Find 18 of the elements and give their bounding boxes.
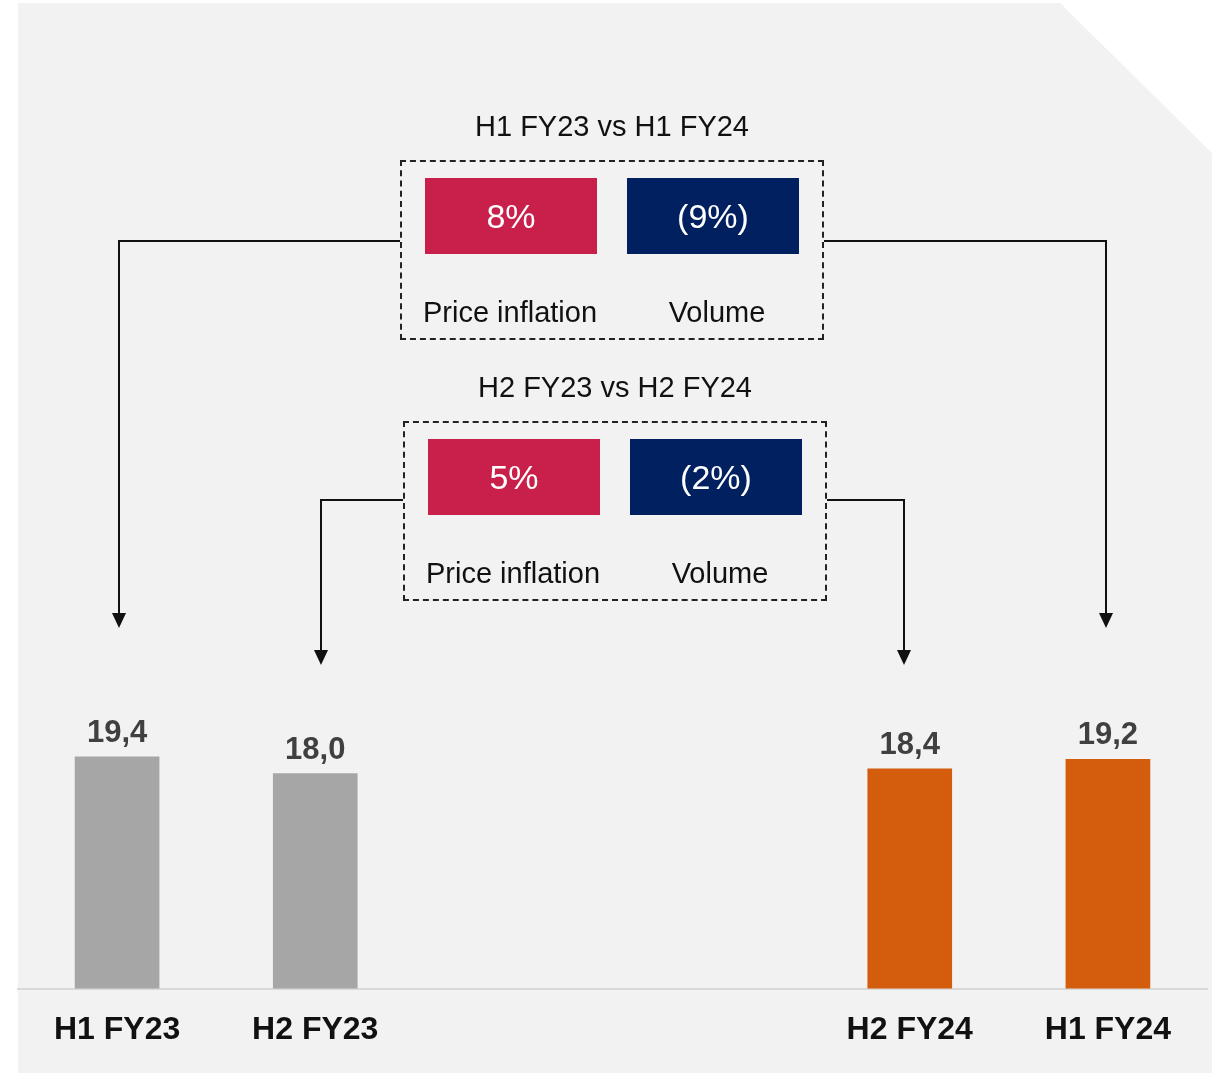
data-label: 18,0 (285, 730, 346, 766)
x-tick-label: H1 FY23 (53, 1009, 181, 1046)
text: H2 FY23 vs H2 FY24 (477, 371, 753, 404)
text: Volume (667, 296, 767, 329)
x-tick-label: H2 FY24 (846, 1009, 974, 1046)
text: Price inflation (421, 296, 599, 329)
text: (2%) (630, 439, 802, 515)
data-label: 19,2 (1077, 716, 1139, 752)
data-label: 18,4 (879, 725, 941, 761)
x-tick-label: H1 FY24 (1044, 1009, 1172, 1046)
text: H1 FY23 vs H1 FY24 (474, 110, 750, 143)
text: 5% (428, 439, 600, 515)
text: Volume (670, 557, 770, 590)
text: 8% (425, 178, 597, 254)
x-tick-label: H2 FY23 (252, 1009, 379, 1046)
data-label: 19,4 (86, 713, 149, 749)
text: Price inflation (424, 557, 602, 590)
text: (9%) (627, 178, 799, 254)
